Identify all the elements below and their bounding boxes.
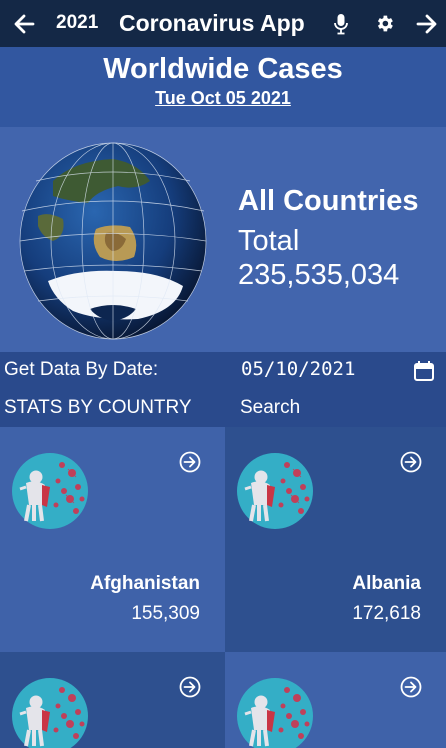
- virus-avatar-icon: [237, 678, 313, 748]
- date-label: Get Data By Date:: [4, 359, 159, 380]
- stats-by-country-label: STATS BY COUNTRY: [4, 397, 192, 418]
- total-value: 235,535,034: [238, 259, 400, 291]
- arrow-circle-right-icon[interactable]: [179, 451, 201, 473]
- app-bar: 2021 Coronavirus App: [0, 0, 446, 47]
- calendar-icon[interactable]: [413, 360, 435, 382]
- worldwide-summary: All Countries Total 235,535,034: [0, 127, 446, 352]
- virus-avatar-icon: [237, 453, 313, 529]
- search-button[interactable]: Search: [240, 397, 301, 418]
- filters-bar: Get Data By Date: STATS BY COUNTRY Searc…: [0, 352, 446, 427]
- virus-avatar-icon: [12, 678, 88, 748]
- page-title: Worldwide Cases: [103, 53, 343, 85]
- total-label: Total: [238, 225, 300, 257]
- country-card[interactable]: [0, 652, 225, 748]
- back-arrow-icon[interactable]: [10, 0, 38, 47]
- country-grid: Afghanistan 155,309 Albania 172,618: [0, 427, 446, 748]
- virus-avatar-icon: [12, 453, 88, 529]
- globe-icon: [19, 142, 207, 340]
- arrow-circle-right-icon[interactable]: [400, 451, 422, 473]
- current-date: Tue Oct 05 2021: [155, 88, 291, 108]
- arrow-circle-right-icon[interactable]: [400, 676, 422, 698]
- arrow-circle-right-icon[interactable]: [179, 676, 201, 698]
- mic-icon[interactable]: [331, 0, 351, 47]
- country-name: Albania: [352, 573, 421, 594]
- country-card[interactable]: Albania 172,618: [225, 427, 446, 652]
- gear-icon[interactable]: [372, 0, 396, 47]
- country-cases: 155,309: [131, 603, 200, 624]
- country-card[interactable]: Afghanistan 155,309: [0, 427, 225, 652]
- worldwide-header: Worldwide Cases Tue Oct 05 2021: [0, 47, 446, 127]
- app-title: Coronavirus App: [119, 10, 305, 36]
- country-card[interactable]: [225, 652, 446, 748]
- country-name: Afghanistan: [90, 573, 200, 594]
- country-cases: 172,618: [352, 603, 421, 624]
- region-label: All Countries: [238, 185, 419, 217]
- year-selector[interactable]: 2021: [56, 12, 99, 33]
- forward-arrow-icon[interactable]: [414, 0, 440, 47]
- date-input[interactable]: [241, 358, 381, 380]
